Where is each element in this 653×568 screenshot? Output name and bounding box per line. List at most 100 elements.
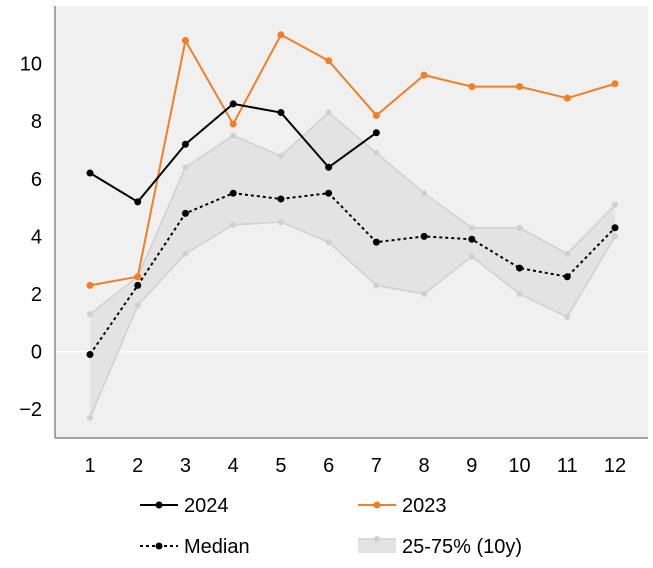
band-upper-point bbox=[373, 149, 380, 156]
series-line-2023 bbox=[89, 33, 616, 287]
legend-item-25-75-10y-: 25-75% (10y) bbox=[358, 536, 522, 558]
y-tick-label: 6 bbox=[31, 169, 42, 191]
series-2024 bbox=[86, 100, 380, 206]
legend-item-median: Median bbox=[140, 536, 250, 558]
data-point-2023 bbox=[611, 80, 619, 88]
x-tick-label: 10 bbox=[508, 455, 530, 477]
series-2023 bbox=[86, 31, 619, 289]
data-point-2024 bbox=[277, 109, 285, 117]
data-point-2023 bbox=[277, 31, 285, 39]
data-point-median bbox=[563, 273, 571, 281]
series-median bbox=[86, 189, 619, 358]
legend-marker bbox=[374, 536, 380, 542]
data-point-2023 bbox=[86, 281, 94, 289]
band-lower-point bbox=[564, 314, 571, 321]
legend-marker bbox=[155, 542, 163, 550]
band-upper-point bbox=[612, 201, 618, 208]
y-axis-ticks: −2 0 2 4 6 8 10 bbox=[19, 54, 42, 422]
data-point-2023 bbox=[325, 57, 333, 65]
data-point-2024 bbox=[325, 163, 333, 171]
band-upper-point bbox=[516, 224, 523, 231]
data-point-2023 bbox=[372, 111, 380, 119]
data-point-median bbox=[468, 235, 476, 243]
x-tick-label: 9 bbox=[466, 455, 477, 477]
data-point-2024 bbox=[134, 198, 142, 206]
band-lower-edge bbox=[89, 221, 616, 419]
series-line-median bbox=[89, 192, 616, 356]
x-tick-label: 7 bbox=[371, 455, 382, 477]
band-lower-point bbox=[516, 291, 523, 297]
x-axis-ticks: 1 2 3 4 5 6 7 8 9 10 11 12 bbox=[84, 455, 626, 477]
data-point-median bbox=[516, 264, 524, 272]
band-upper-point bbox=[468, 224, 475, 231]
band-lower-point bbox=[230, 221, 237, 228]
data-point-median bbox=[611, 224, 619, 232]
series-layer bbox=[86, 31, 619, 358]
legend-label: 25-75% (10y) bbox=[402, 536, 522, 558]
band-lower-point bbox=[182, 250, 189, 257]
band-lower-point bbox=[87, 414, 93, 421]
data-point-2023 bbox=[563, 94, 571, 102]
legend-label: Median bbox=[184, 536, 250, 558]
data-point-2023 bbox=[516, 83, 524, 91]
data-point-2023 bbox=[468, 83, 476, 91]
band-lower-point bbox=[373, 282, 380, 289]
band-upper-point bbox=[325, 109, 332, 116]
data-point-2023 bbox=[134, 273, 142, 281]
x-tick-label: 8 bbox=[419, 455, 430, 477]
y-tick-label: 8 bbox=[31, 111, 42, 133]
band-area bbox=[90, 112, 615, 418]
data-point-median bbox=[325, 189, 333, 197]
y-tick-label: 2 bbox=[31, 284, 42, 306]
x-tick-label: 3 bbox=[180, 455, 191, 477]
data-point-median bbox=[181, 209, 189, 217]
data-point-median bbox=[372, 238, 380, 246]
band-lower-point bbox=[468, 253, 475, 260]
band-lower-point bbox=[421, 291, 428, 297]
band-edges bbox=[87, 109, 618, 421]
data-point-median bbox=[134, 281, 142, 289]
band-lower-point bbox=[325, 239, 332, 246]
legend-marker bbox=[373, 501, 381, 509]
x-tick-label: 12 bbox=[604, 455, 626, 477]
x-tick-label: 6 bbox=[323, 455, 334, 477]
data-point-median bbox=[277, 195, 285, 203]
data-point-2023 bbox=[229, 120, 237, 128]
x-tick-label: 11 bbox=[557, 455, 578, 477]
legend-marker bbox=[155, 501, 163, 509]
legend-label: 2024 bbox=[184, 495, 229, 517]
x-tick-label: 4 bbox=[228, 455, 239, 477]
data-point-median bbox=[420, 232, 428, 240]
y-tick-label: −2 bbox=[19, 399, 42, 421]
legend-label: 2023 bbox=[402, 495, 447, 517]
band-upper-point bbox=[277, 152, 284, 159]
band-upper-point bbox=[230, 132, 237, 139]
band-upper-edge bbox=[89, 111, 616, 315]
band-upper-point bbox=[182, 164, 189, 171]
y-tick-label: 10 bbox=[20, 54, 42, 76]
data-point-2023 bbox=[181, 37, 189, 45]
data-point-2024 bbox=[86, 169, 94, 177]
data-point-2024 bbox=[181, 140, 189, 148]
band-upper-point bbox=[87, 311, 93, 318]
legend-item-2024: 2024 bbox=[140, 495, 229, 517]
band-upper-point bbox=[564, 250, 571, 257]
data-point-median bbox=[229, 189, 237, 197]
data-point-2024 bbox=[229, 100, 237, 108]
x-tick-label: 1 bbox=[84, 455, 95, 477]
band-lower-point bbox=[134, 302, 141, 309]
y-tick-label: 4 bbox=[31, 226, 42, 248]
band-lower-point bbox=[612, 233, 618, 240]
legend-item-2023: 2023 bbox=[358, 495, 447, 517]
band-lower-point bbox=[277, 219, 284, 225]
data-point-2024 bbox=[372, 129, 380, 137]
x-tick-label: 2 bbox=[132, 455, 143, 477]
data-point-2023 bbox=[420, 71, 428, 79]
data-point-median bbox=[86, 350, 94, 358]
x-tick-label: 5 bbox=[275, 455, 286, 477]
band-upper-point bbox=[421, 190, 428, 197]
legend: 2024 2023 Median 25-75% (10y) bbox=[140, 495, 522, 558]
legend-swatch bbox=[358, 539, 396, 553]
